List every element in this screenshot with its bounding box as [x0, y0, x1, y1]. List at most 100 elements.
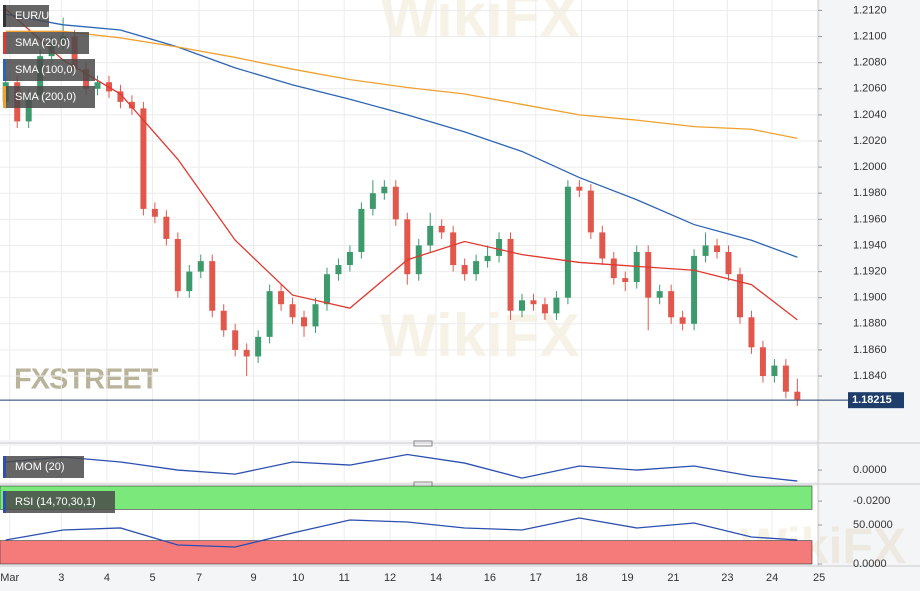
candle-body: [725, 251, 732, 275]
y-tick-label: 50.0000: [853, 519, 893, 531]
x-tick-label: 7: [196, 572, 202, 584]
legend-box: [3, 59, 95, 81]
y-tick-label: 1.2100: [853, 30, 887, 42]
y-tick-label: 0.0000: [853, 464, 887, 476]
candle-body: [312, 304, 319, 327]
x-tick-label: 11: [338, 572, 349, 584]
candle-body: [323, 274, 330, 305]
y-tick-label: 1.1920: [853, 265, 887, 277]
candle-body: [151, 208, 158, 217]
line: [5, 8, 798, 321]
legend-box: [3, 456, 84, 478]
candle-body: [656, 291, 663, 298]
candle-body: [450, 232, 457, 266]
candle-body: [243, 349, 250, 357]
legend-label: SMA (200,0): [15, 91, 76, 103]
candle-body: [748, 317, 755, 348]
legend-swatch: [3, 59, 6, 81]
legend-box: [3, 32, 89, 54]
candle-body: [381, 186, 388, 194]
legend-box: [3, 491, 115, 513]
candle-body: [587, 190, 594, 233]
candle-body: [369, 193, 376, 209]
watermarks: WikiFX WikiFX WikiFX: [380, 0, 906, 574]
candle-body: [266, 291, 273, 337]
candle-body: [519, 300, 526, 311]
y-tick-label: 1.1980: [853, 187, 887, 199]
x-tick-label: 19: [621, 572, 633, 584]
y-tick-label: -0.0200: [853, 495, 890, 507]
candle-body: [622, 278, 629, 283]
legend-swatch: [3, 32, 6, 54]
legend-swatch: [3, 456, 6, 478]
y-tick-label: 1.1940: [853, 239, 887, 251]
candle-body: [484, 255, 491, 262]
candle-body: [163, 216, 170, 239]
candle-body: [232, 330, 239, 350]
x-tick-label: 4: [104, 572, 110, 584]
x-tick-label: 25: [813, 572, 825, 584]
legend-box: [3, 5, 49, 27]
legend-box: [3, 86, 95, 108]
mom-panel: [0, 446, 818, 482]
legend-label: EUR/USD: [15, 10, 65, 22]
candle-body: [415, 245, 422, 275]
candle-body: [289, 304, 296, 318]
x-tick-label: 23: [721, 572, 733, 584]
candle-body: [668, 291, 675, 318]
x-tick-label: 18: [576, 572, 588, 584]
legend-label: SMA (20,0): [15, 37, 70, 49]
candle-body: [736, 274, 743, 318]
candle-body: [794, 391, 801, 400]
x-tick-label: Mar: [0, 572, 19, 584]
line: [5, 453, 798, 482]
legend-label: SMA (100,0): [15, 64, 76, 76]
x-tick-label: 12: [384, 572, 396, 584]
y-tick-label: 1.1900: [853, 292, 887, 304]
y-tick-label: 1.2000: [853, 161, 887, 173]
oversold-band: [0, 540, 813, 565]
candle-body: [128, 101, 135, 109]
candle-body: [461, 265, 468, 275]
candle-body: [691, 255, 698, 324]
y-tick-label: 1.1860: [853, 344, 887, 356]
candle-body: [645, 251, 652, 298]
candle-body: [782, 365, 789, 392]
candle-body: [117, 91, 124, 102]
x-tick-label: 16: [484, 572, 496, 584]
legend-swatch: [3, 5, 6, 27]
candle-body: [438, 225, 445, 233]
last-price-label: 1.18215: [852, 394, 892, 406]
line: [5, 517, 798, 548]
y-tick-label: 0.0000: [853, 558, 887, 570]
legend-label: RSI (14,70,30,1): [15, 496, 96, 508]
candle-body: [94, 82, 101, 89]
candle-body: [633, 251, 640, 283]
candle-body: [553, 297, 560, 314]
overbought-band: [0, 485, 813, 510]
y-tick-label: 1.2060: [853, 83, 887, 95]
candle-body: [197, 261, 204, 272]
x-tick-label: 3: [58, 572, 64, 584]
x-tick-label: 17: [530, 572, 542, 584]
y-tick-label: 1.2120: [853, 4, 887, 16]
watermark: WikiFX: [380, 302, 579, 369]
watermark: WikiFX: [380, 0, 579, 49]
y-tick-label: 1.1960: [853, 213, 887, 225]
candle-body: [392, 186, 399, 220]
y-tick-label: 1.2040: [853, 109, 887, 121]
candle-body: [335, 265, 342, 275]
y-tick-label: 1.2020: [853, 135, 887, 147]
candle-body: [496, 238, 503, 256]
line: [5, 30, 798, 140]
candle-body: [564, 186, 571, 298]
candle-body: [358, 208, 365, 252]
candle-body: [530, 300, 537, 305]
x-tick-label: 9: [250, 572, 256, 584]
candle-body: [301, 317, 308, 327]
candle-body: [541, 304, 548, 314]
y-tick-label: 1.2080: [853, 57, 887, 69]
y-tick-label: 1.1880: [853, 318, 887, 330]
logo: FXSTREET: [14, 364, 159, 396]
line: [5, 13, 798, 258]
